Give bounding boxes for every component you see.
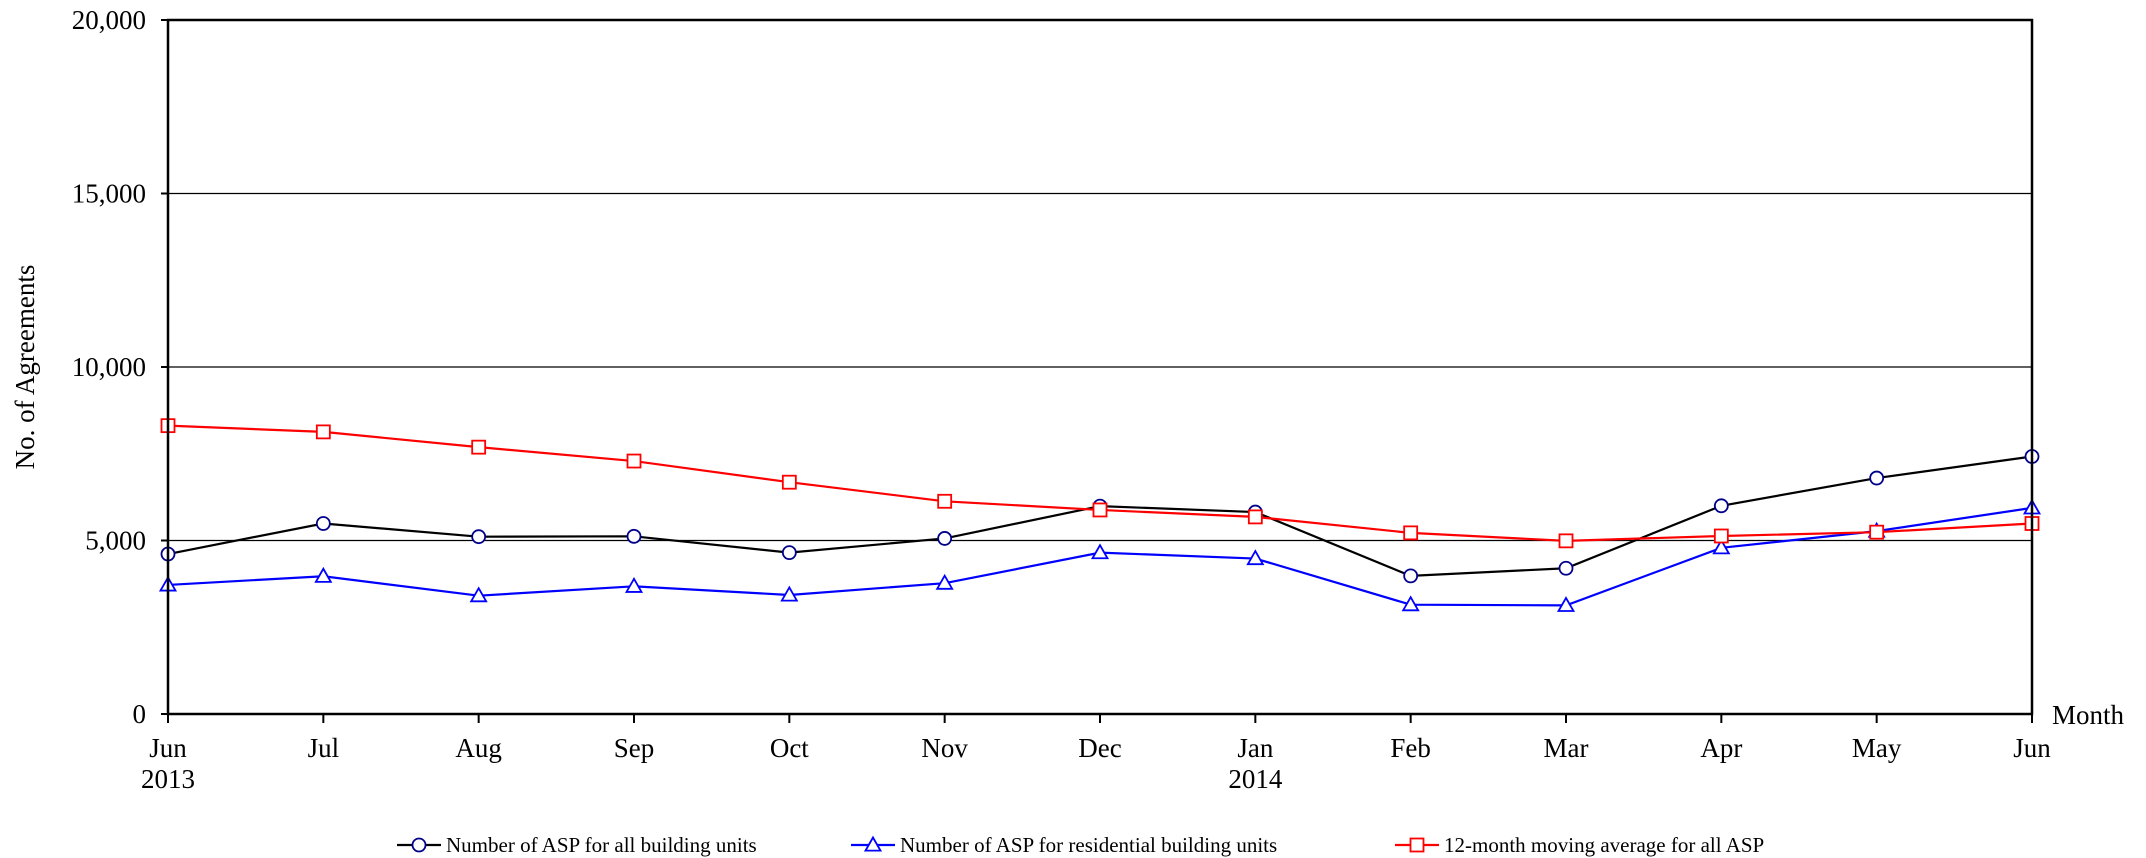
legend-item: Number of ASP for residential building u…: [851, 833, 1277, 857]
x-tick-label: Sep: [614, 733, 655, 763]
x-year-label: 2013: [141, 764, 195, 794]
y-tick-label: 5,000: [85, 526, 146, 556]
data-point: [1404, 569, 1417, 582]
x-tick-label: Jul: [308, 733, 340, 763]
y-tick-label: 10,000: [72, 352, 146, 382]
y-tick-label: 0: [133, 699, 147, 729]
data-point: [938, 495, 951, 508]
data-point: [1560, 562, 1573, 575]
y-tick-label: 15,000: [72, 179, 146, 209]
data-point: [783, 546, 796, 559]
data-point: [627, 579, 642, 592]
legend-label: 12-month moving average for all ASP: [1444, 833, 1764, 857]
data-point: [1715, 499, 1728, 512]
legend-label: Number of ASP for residential building u…: [900, 833, 1277, 857]
legend-label: Number of ASP for all building units: [446, 833, 757, 857]
x-tick-label: Dec: [1078, 733, 1121, 763]
data-point: [1870, 526, 1883, 539]
x-tick-label: Apr: [1700, 733, 1742, 763]
data-point: [472, 441, 485, 454]
data-point: [1870, 472, 1883, 485]
x-tick-label: Aug: [455, 733, 502, 763]
data-point: [1715, 529, 1728, 542]
data-point: [783, 476, 796, 489]
y-tick-label: 20,000: [72, 5, 146, 35]
legend-marker: [413, 839, 426, 852]
x-tick-label: May: [1852, 733, 1902, 763]
x-year-label: 2014: [1228, 764, 1283, 794]
data-point: [1093, 545, 1108, 558]
series-3: [162, 419, 2039, 547]
data-point: [628, 530, 641, 543]
legend-item: Number of ASP for all building units: [397, 833, 757, 857]
data-point: [1249, 510, 1262, 523]
x-tick-label: Oct: [770, 733, 809, 763]
y-axis-ticks: 0 5,000 10,000 15,000 20,000: [72, 5, 168, 729]
data-point: [1094, 503, 1107, 516]
x-tick-label: Nov: [921, 733, 968, 763]
x-tick-label: Jun: [149, 733, 187, 763]
data-point: [472, 530, 485, 543]
data-point: [938, 532, 951, 545]
x-axis-title: Month: [2052, 700, 2125, 730]
series-line: [168, 426, 2032, 541]
data-point: [317, 425, 330, 438]
legend: Number of ASP for all building units Numb…: [397, 833, 1764, 857]
data-point: [316, 569, 331, 582]
gridlines: [168, 194, 2032, 541]
data-point: [628, 455, 641, 468]
x-tick-label: Feb: [1390, 733, 1431, 763]
data-point: [1560, 534, 1573, 547]
series-layer: [161, 419, 2040, 611]
data-point: [317, 517, 330, 530]
x-axis-ticks: Jun Jul Aug Sep Oct Nov Dec Jan Feb Mar Apr May Jun2…: [141, 714, 2051, 794]
legend-marker: [1411, 839, 1424, 852]
y-axis-title: No. of Agreements: [10, 265, 40, 470]
data-point: [1404, 526, 1417, 539]
x-tick-label: Jun: [2013, 733, 2051, 763]
x-tick-label: Mar: [1544, 733, 1589, 763]
x-tick-label: Jan: [1237, 733, 1273, 763]
legend-item: 12-month moving average for all ASP: [1395, 833, 1764, 857]
